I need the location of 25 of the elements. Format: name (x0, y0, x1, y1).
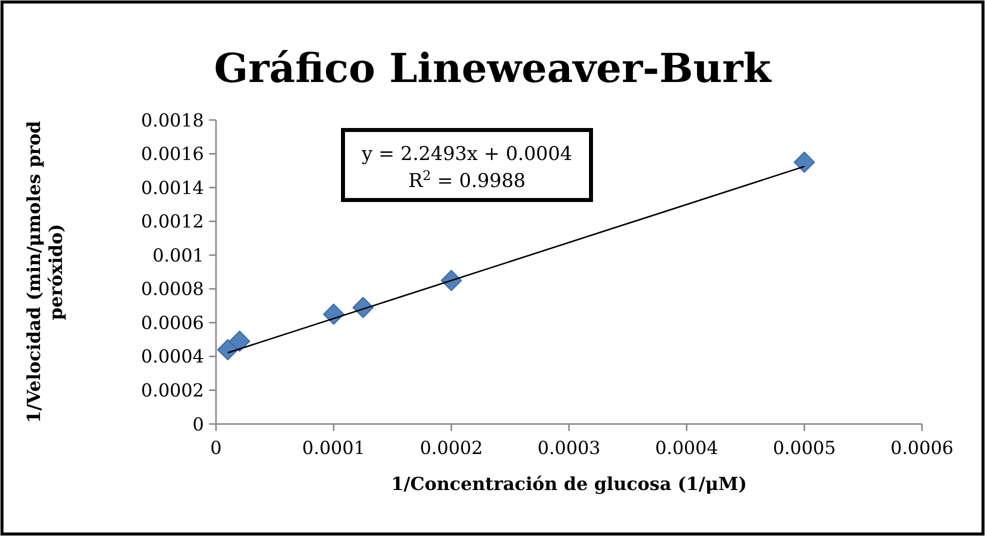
x-tick-label: 0.0003 (538, 438, 600, 459)
point (794, 152, 815, 173)
y-tick-label: 0.0016 (141, 144, 204, 166)
y-tick-label: 0 (192, 414, 204, 436)
y-tick-label: 0.0014 (141, 178, 204, 199)
y-tick-label: 0.0002 (141, 380, 204, 402)
y-tick-label: 0.0018 (141, 110, 204, 132)
annotation: R$^{2}$ = 0.9988 (408, 168, 526, 192)
point (228, 330, 250, 352)
y-tick-label: 0.0004 (141, 346, 204, 368)
y-tick-label: 0.0008 (141, 279, 204, 300)
x-tick-label: 0.0001 (302, 438, 366, 459)
x-tick-label: 0.0006 (890, 438, 954, 459)
x-tick-label: 0 (210, 438, 222, 459)
x-axis-title: 1/Concentración de glucosa (1/μM) (391, 474, 747, 495)
annotation: y = 2.2493x + 0.0004 (360, 143, 572, 165)
x-tick-label: 0.0002 (420, 438, 483, 459)
x-tick-label: 0.0004 (655, 438, 718, 459)
point (323, 304, 344, 325)
y-tick-label: 0.0012 (141, 212, 204, 233)
x-tick-label: 0.0005 (772, 438, 836, 459)
y-axis-title: 1/Velocidad (min/μmoles prod peróxido) (24, 120, 67, 424)
y-tick-label: 0.0006 (141, 312, 204, 334)
y-tick-label: 0.001 (152, 245, 204, 266)
chart-title: Gráfico Lineweaver-Burk (214, 45, 772, 92)
